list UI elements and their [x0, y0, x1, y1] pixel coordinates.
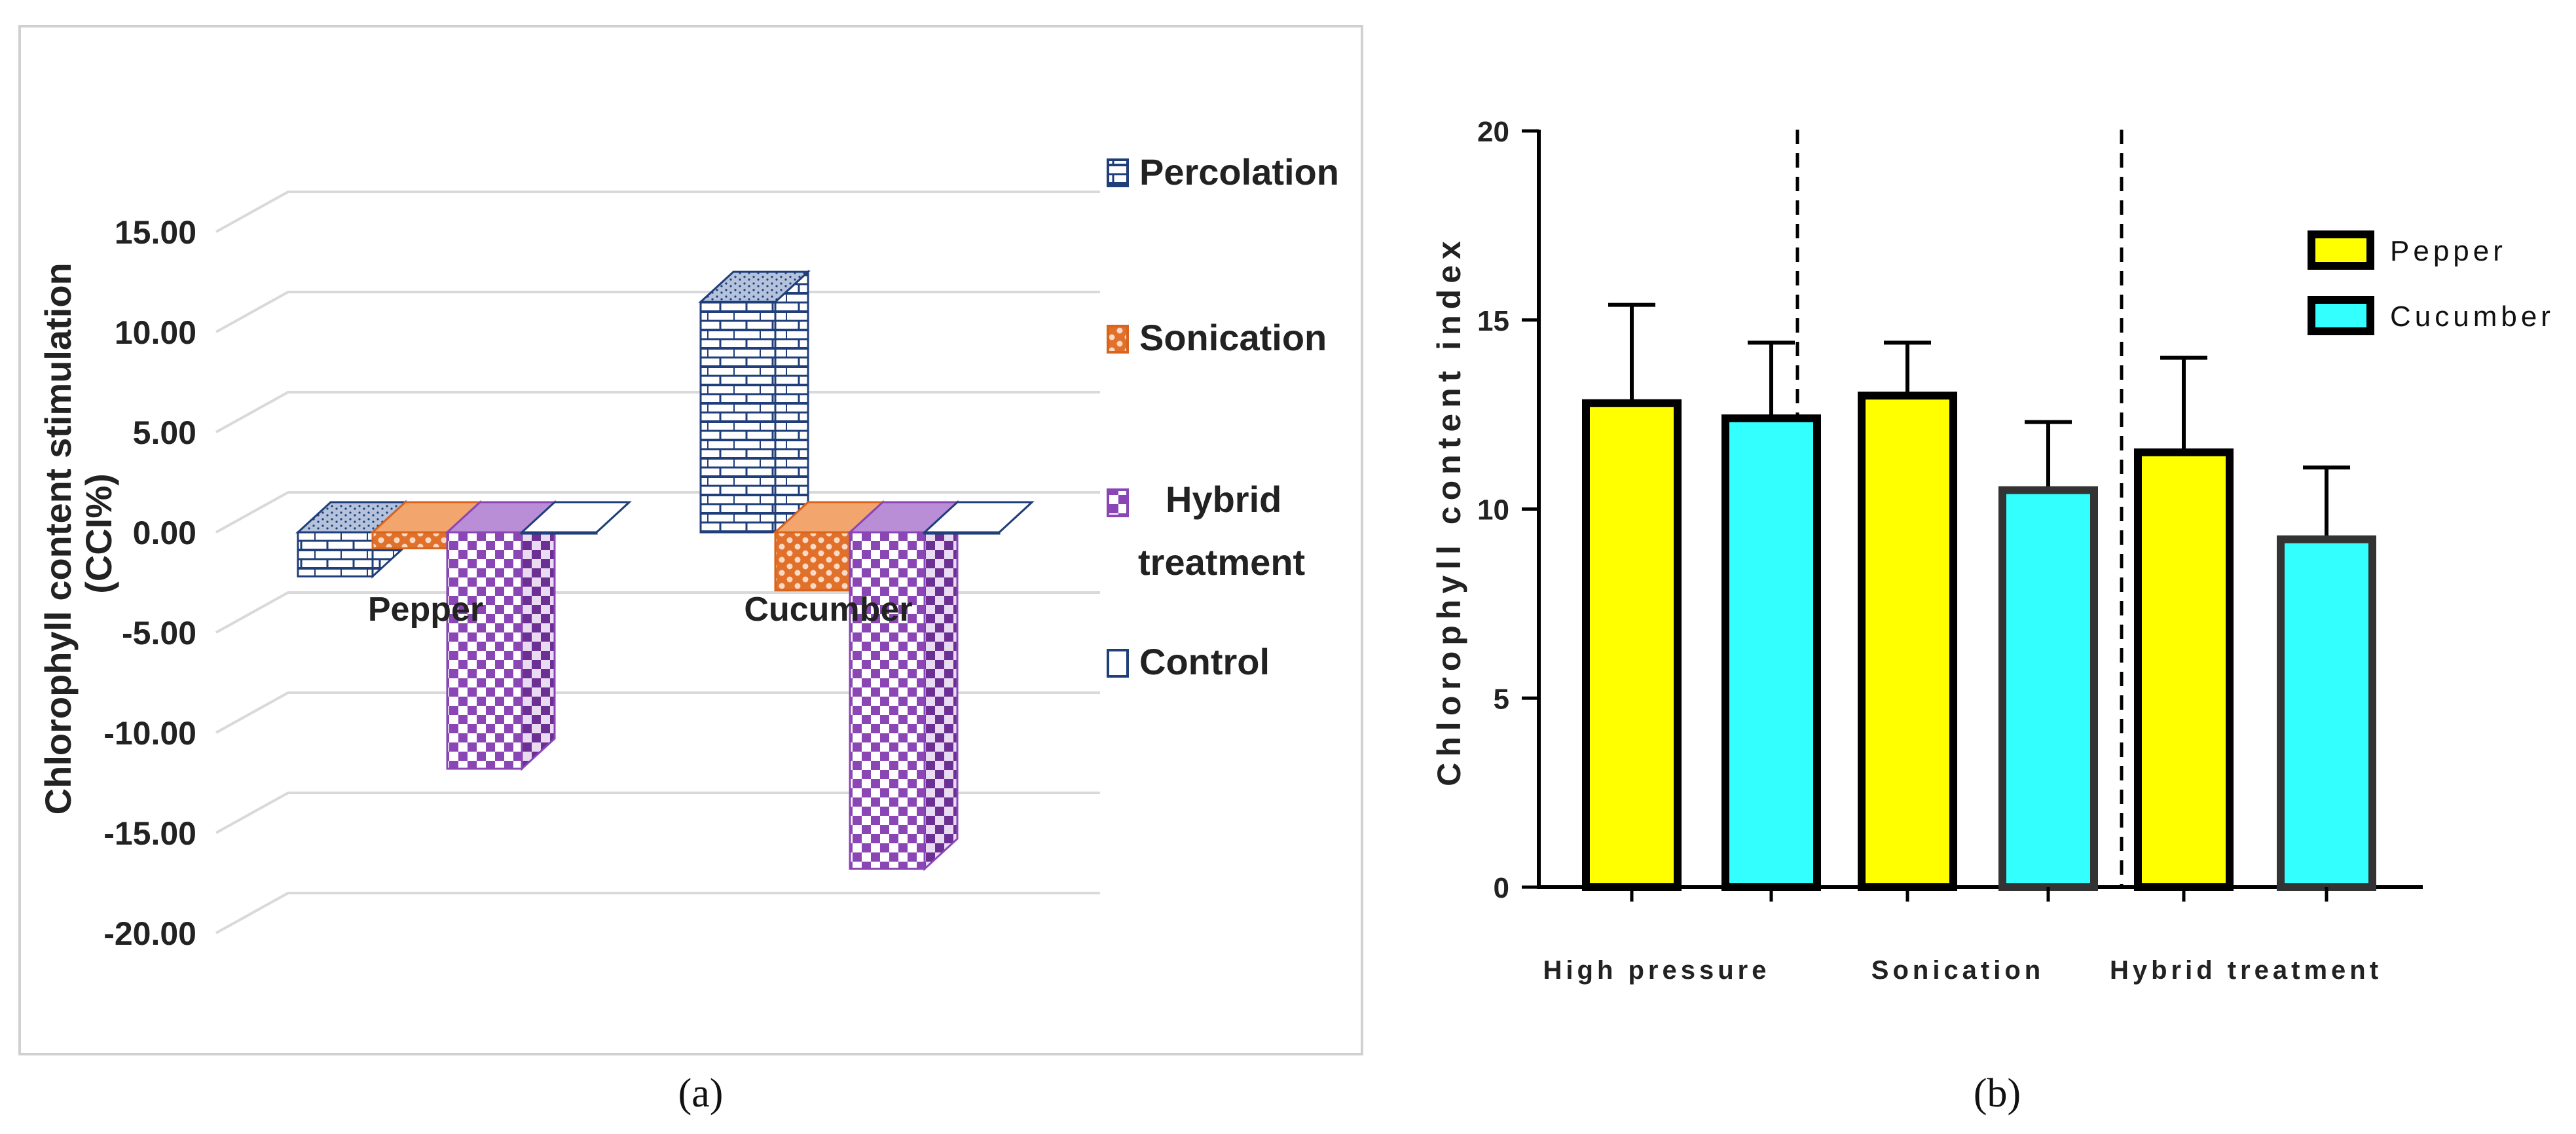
bar-rect — [1582, 399, 1682, 891]
bar — [1998, 420, 2098, 902]
bar-side — [774, 269, 809, 535]
category-label: Pepper — [368, 591, 483, 629]
bar-top — [519, 501, 632, 534]
bar-top — [698, 270, 811, 303]
y-tick-label: 20 — [1477, 116, 1509, 148]
bar-rect — [1858, 392, 1957, 891]
legend-label: Percolation — [1139, 151, 1339, 192]
legend-swatch — [1107, 649, 1129, 678]
gridline — [215, 191, 1100, 233]
bar-front — [849, 531, 926, 870]
y-tick-label: -5.00 — [122, 615, 196, 651]
gridline — [215, 291, 1100, 333]
bar-rect — [2134, 448, 2234, 891]
legend-label: treatment — [1138, 541, 1305, 583]
gridline — [215, 391, 1100, 433]
category-label: Hybrid treatment — [2110, 956, 2382, 985]
y-tick-label: 10 — [1477, 494, 1509, 526]
bar — [698, 269, 811, 535]
legend-label: Sonication — [1139, 317, 1327, 358]
chart-b-categories: High pressure Sonication Hybrid treatment — [1543, 956, 2382, 985]
y-tick-label: -10.00 — [103, 715, 196, 752]
caption-b: (b) — [1974, 1071, 2021, 1116]
y-tick-label: 10.00 — [115, 314, 196, 351]
bar-front — [371, 531, 449, 549]
legend-label: Cucumber — [2390, 301, 2554, 333]
gridline — [215, 491, 1100, 534]
bar-side — [923, 500, 959, 871]
bar-rect — [1998, 486, 2098, 891]
category-label: Sonication — [1871, 956, 2044, 985]
bar — [519, 501, 632, 535]
bar-side — [521, 500, 556, 771]
y-tick-label: -15.00 — [103, 815, 196, 852]
legend-label: Hybrid — [1166, 479, 1281, 520]
chart-a-bars — [295, 269, 1035, 871]
category-label: Cucumber — [744, 591, 912, 629]
chart-a: 15.00 10.00 5.00 0.00 -5.00 -10.00 -15.00 -20.0… — [18, 25, 1363, 1055]
y-tick-label: 5.00 — [133, 414, 196, 451]
chart-b: 0 5 10 15 20 High pressure Sonication Hybrid t… — [1431, 116, 2554, 985]
caption-a: (a) — [678, 1071, 724, 1116]
bar — [1582, 302, 1682, 902]
chart-a-frame — [18, 25, 1363, 1055]
bar — [445, 500, 557, 771]
y-tick-label: 0 — [1494, 872, 1509, 904]
bar — [2277, 465, 2376, 902]
bar-rect — [1721, 414, 1821, 891]
bar — [1858, 340, 1957, 902]
chart-b-legend: Pepper Cucumber — [2308, 230, 2554, 335]
y-tick-label: 5 — [1494, 683, 1509, 715]
legend-swatch — [1107, 488, 1129, 517]
legend-swatch — [2308, 296, 2374, 335]
y-tick-label: -20.00 — [103, 915, 196, 952]
bar-front — [297, 531, 374, 577]
y-tick-label: 15.00 — [115, 214, 196, 251]
bar-front — [774, 531, 851, 592]
chart-a-y-axis: 15.00 10.00 5.00 0.00 -5.00 -10.00 -15.00 -20.0… — [103, 214, 196, 952]
gridline — [215, 591, 1100, 634]
gridline — [215, 691, 1100, 734]
legend-label: Control — [1139, 641, 1270, 682]
bar — [847, 500, 960, 871]
chart-a-y-axis-title: Chlorophyll content stimulation (CCI%) — [37, 253, 119, 815]
chart-a-gridlines — [215, 191, 1100, 934]
bar — [922, 501, 1035, 535]
y-tick-label: 0.00 — [133, 515, 196, 551]
bar — [1721, 340, 1821, 902]
chart-b-y-axis-title: Chlorophyll content index — [1431, 235, 1467, 786]
legend-label: Pepper — [2390, 235, 2507, 267]
bar-rect — [2277, 535, 2376, 891]
bar-front — [699, 301, 777, 534]
legend-swatch — [1107, 158, 1129, 187]
gridline — [215, 792, 1100, 834]
chart-b-bars — [1582, 302, 2376, 902]
bar — [2134, 356, 2234, 902]
bar-front — [446, 531, 523, 770]
y-tick-label: 15 — [1477, 305, 1509, 337]
bar-top — [922, 501, 1035, 534]
category-label: High pressure — [1543, 956, 1771, 985]
chart-a-legend: Percolation Sonication Hybrid treatment Cont… — [1107, 151, 1339, 682]
legend-swatch — [1107, 325, 1129, 354]
chart-a-categories: Pepper Cucumber — [368, 591, 913, 629]
gridline — [215, 892, 1100, 934]
legend-swatch — [2308, 230, 2374, 270]
